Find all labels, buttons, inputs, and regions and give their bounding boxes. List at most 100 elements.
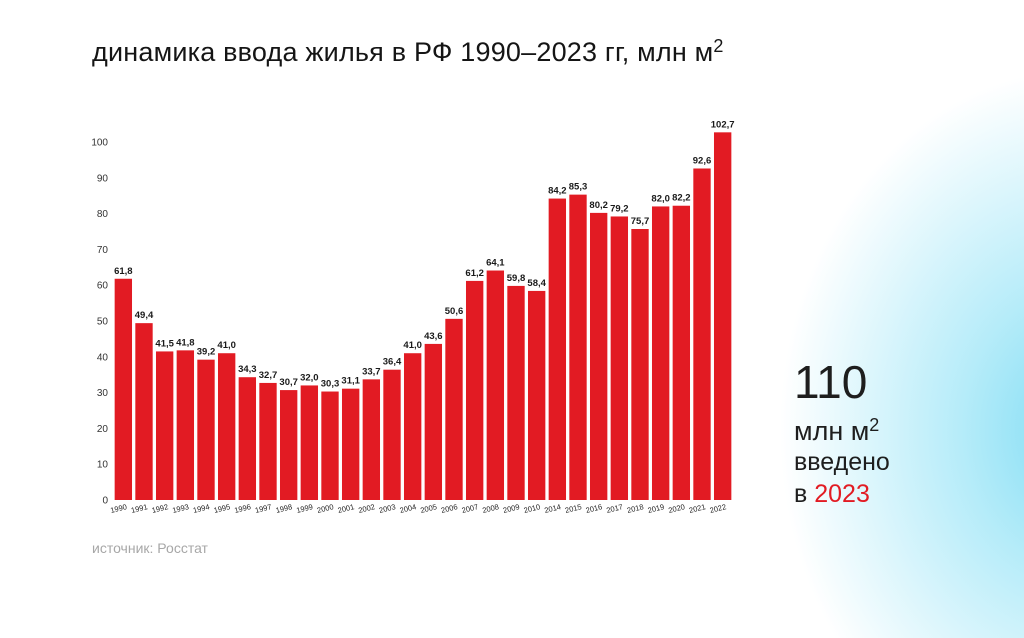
data-label: 50,6 bbox=[445, 306, 464, 317]
data-label: 33,7 bbox=[362, 366, 381, 377]
x-tick-label: 1993 bbox=[171, 502, 189, 515]
bar bbox=[465, 280, 484, 500]
data-label: 41,0 bbox=[217, 340, 236, 351]
data-label: 49,4 bbox=[135, 310, 154, 321]
data-label: 102,7 bbox=[711, 119, 735, 130]
x-tick-label: 1999 bbox=[295, 502, 313, 515]
data-label: 84,2 bbox=[548, 186, 567, 197]
x-tick-label: 2018 bbox=[626, 502, 644, 515]
data-label: 82,2 bbox=[672, 193, 691, 204]
bar bbox=[693, 168, 711, 500]
bar bbox=[135, 323, 153, 500]
side-note: 110 млн м2 введено в 2023 bbox=[794, 356, 890, 510]
data-label: 31,1 bbox=[341, 376, 360, 387]
bar bbox=[548, 198, 567, 500]
source-note: источник: Росстат bbox=[92, 540, 208, 556]
x-tick-label: 2021 bbox=[688, 502, 706, 515]
y-tick-label: 20 bbox=[97, 424, 109, 435]
bar bbox=[238, 377, 257, 500]
bar bbox=[300, 385, 319, 500]
data-label: 30,7 bbox=[279, 377, 298, 388]
data-label: 82,0 bbox=[651, 193, 670, 204]
bar bbox=[114, 278, 133, 500]
x-tick-label: 1998 bbox=[275, 502, 293, 515]
bar bbox=[713, 132, 732, 501]
data-label: 39,2 bbox=[197, 347, 216, 358]
x-tick-label: 2022 bbox=[709, 502, 727, 515]
bar bbox=[217, 353, 236, 500]
data-label: 34,3 bbox=[238, 364, 257, 375]
x-tick-label: 1996 bbox=[233, 502, 251, 515]
data-label: 41,8 bbox=[176, 337, 195, 348]
x-tick-label: 2008 bbox=[481, 502, 499, 515]
data-label: 41,0 bbox=[403, 340, 422, 351]
side-note-unit: млн м2 bbox=[794, 415, 880, 446]
data-label: 43,6 bbox=[424, 331, 443, 342]
side-note-year-line: в 2023 bbox=[794, 480, 870, 508]
data-label: 58,4 bbox=[527, 278, 546, 289]
bar bbox=[507, 285, 525, 500]
y-tick-label: 100 bbox=[91, 138, 108, 149]
data-label: 79,2 bbox=[610, 203, 629, 214]
x-tick-label: 1992 bbox=[151, 502, 169, 515]
y-tick-label: 80 bbox=[97, 209, 109, 220]
side-note-value: 110 bbox=[794, 356, 868, 408]
side-note-verb: введено bbox=[794, 448, 890, 476]
data-label: 32,0 bbox=[300, 372, 319, 383]
x-tick-label: 2000 bbox=[316, 502, 334, 515]
x-tick-label: 2006 bbox=[440, 502, 458, 515]
x-tick-label: 1991 bbox=[130, 502, 148, 515]
x-tick-label: 2004 bbox=[399, 502, 417, 515]
bar bbox=[631, 228, 649, 500]
bar bbox=[589, 212, 608, 500]
data-label: 61,8 bbox=[114, 266, 133, 277]
data-label: 36,4 bbox=[383, 357, 402, 368]
bar bbox=[610, 216, 629, 501]
bar bbox=[383, 369, 401, 500]
bar bbox=[569, 194, 587, 500]
bar bbox=[341, 388, 360, 500]
x-tick-label: 1997 bbox=[254, 502, 272, 515]
bar bbox=[176, 350, 195, 500]
x-tick-label: 2001 bbox=[337, 502, 355, 515]
y-tick-label: 50 bbox=[97, 317, 109, 328]
x-tick-label: 1990 bbox=[109, 502, 127, 515]
x-tick-label: 2002 bbox=[357, 502, 375, 515]
y-tick-label: 70 bbox=[97, 245, 109, 256]
bar bbox=[527, 290, 546, 500]
x-tick-label: 2003 bbox=[378, 502, 396, 515]
x-tick-label: 2007 bbox=[461, 502, 479, 515]
bar bbox=[279, 390, 298, 500]
y-tick-label: 0 bbox=[102, 496, 108, 507]
x-tick-label: 2020 bbox=[667, 502, 685, 515]
x-tick-label: 2016 bbox=[585, 502, 603, 515]
x-tick-label: 2017 bbox=[605, 502, 623, 515]
x-tick-label: 2005 bbox=[419, 502, 437, 515]
data-label: 64,1 bbox=[486, 258, 505, 269]
data-label: 75,7 bbox=[631, 216, 650, 227]
data-label: 85,3 bbox=[569, 182, 588, 193]
side-note-year: 2023 bbox=[814, 480, 870, 508]
bar bbox=[403, 353, 422, 500]
bar bbox=[445, 318, 463, 500]
x-tick-label: 2019 bbox=[647, 502, 665, 515]
data-label: 32,7 bbox=[259, 370, 278, 381]
data-label: 30,3 bbox=[321, 379, 340, 390]
data-label: 92,6 bbox=[693, 155, 712, 166]
x-tick-label: 2014 bbox=[543, 502, 561, 515]
data-label: 61,2 bbox=[465, 268, 484, 279]
y-tick-label: 40 bbox=[97, 352, 109, 363]
x-tick-label: 1995 bbox=[213, 502, 231, 515]
bar bbox=[362, 379, 381, 500]
chart-title: динамика ввода жилья в РФ 1990–2023 гг, … bbox=[92, 36, 724, 67]
data-label: 80,2 bbox=[589, 200, 608, 211]
bar bbox=[197, 359, 215, 500]
data-label: 41,5 bbox=[155, 338, 174, 349]
data-label: 59,8 bbox=[507, 273, 526, 284]
x-tick-label: 2009 bbox=[502, 502, 520, 515]
x-tick-label: 2015 bbox=[564, 502, 582, 515]
bar bbox=[424, 343, 443, 500]
bar bbox=[155, 351, 174, 500]
bar bbox=[651, 206, 670, 500]
